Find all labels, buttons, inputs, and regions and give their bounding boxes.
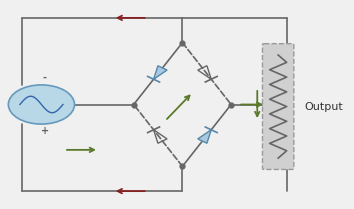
Polygon shape (154, 66, 167, 79)
FancyBboxPatch shape (263, 44, 294, 169)
Text: Output: Output (304, 102, 343, 112)
Circle shape (8, 85, 74, 124)
Polygon shape (198, 130, 211, 143)
Text: +: + (41, 126, 49, 136)
Text: -: - (43, 73, 47, 83)
